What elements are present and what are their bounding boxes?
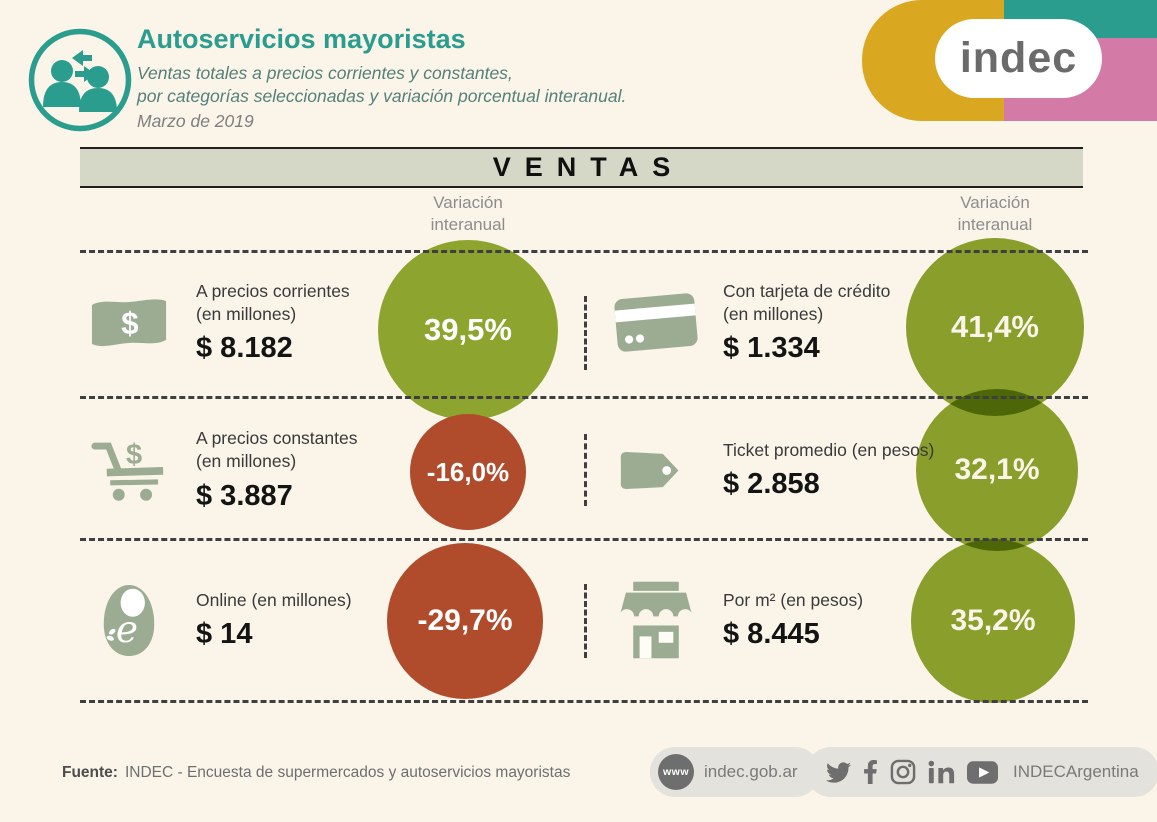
linkedin-icon[interactable] [928, 760, 955, 784]
online-bag-icon: e [88, 582, 170, 659]
shopping-cart-icon: $ [88, 433, 170, 507]
metric-value: $ 3.887 [196, 479, 293, 512]
metric-ticket-promedio: Ticket promedio (en pesos) $ 2.858 [615, 408, 934, 532]
column-divider [584, 434, 587, 506]
credit-card-icon [613, 292, 699, 354]
svg-text:e: e [116, 607, 138, 651]
metric-label: Ticket promedio (en pesos) [723, 439, 935, 460]
source-label: Fuente: [62, 764, 118, 781]
facebook-icon[interactable] [863, 759, 878, 785]
variation-circle-tarjeta-credito: 41,4% [906, 238, 1084, 416]
metric-label: A precios constantes (en millones) [196, 428, 358, 471]
period-label: Marzo de 2019 [137, 111, 254, 132]
subtitle-line1: Ventas totales a precios corrientes y co… [137, 63, 513, 83]
website-pill[interactable]: www indec.gob.ar [650, 747, 820, 797]
metric-label: Por m² (en pesos) [723, 589, 864, 610]
variation-value: -16,0% [426, 456, 510, 487]
row-divider [80, 250, 1088, 253]
variation-header-right: Variación interanual [957, 193, 1033, 235]
youtube-icon[interactable] [967, 760, 998, 784]
column-divider [584, 296, 587, 370]
price-tag-icon [615, 445, 697, 496]
variation-circle-por-m2: 35,2% [911, 539, 1075, 703]
twitter-icon[interactable] [826, 760, 851, 785]
ventas-banner: VENTAS [80, 147, 1083, 188]
variation-header-left: Variación interanual [430, 193, 506, 235]
metric-value: $ 2.858 [723, 468, 820, 501]
variation-value: -29,7% [417, 604, 513, 637]
metric-value: $ 1.334 [723, 332, 820, 365]
social-handle[interactable]: INDECArgentina [1013, 762, 1139, 781]
store-icon [615, 579, 697, 661]
metric-precios-corrientes: $ A precios corrientes (en millones) $ 8… [88, 260, 350, 385]
metric-online: e Online (en millones) $ 14 [88, 558, 352, 682]
subtitle-line2: por categorías seleccionadas y variación… [137, 86, 627, 107]
logo-wordmark: indec [935, 19, 1102, 98]
metric-value: $ 14 [196, 618, 253, 651]
svg-text:$: $ [121, 306, 138, 341]
metric-precios-constantes: $ A precios constantes (en millones) $ 3… [88, 408, 357, 532]
website-url[interactable]: indec.gob.ar [704, 762, 798, 781]
social-pill[interactable]: INDECArgentina [806, 747, 1157, 797]
metric-por-m2: Por m² (en pesos) $ 8.445 [615, 558, 863, 682]
www-icon: www [658, 754, 694, 790]
metric-label: Con tarjeta de crédito (en millones) [723, 280, 891, 324]
banner-title: VENTAS [492, 152, 685, 182]
logo-text: indec [959, 34, 1078, 82]
indec-logo: indec [862, 0, 1157, 121]
column-divider [584, 584, 587, 658]
header: Autoservicios mayoristas Ventas totales … [137, 24, 626, 132]
variation-circle-ticket-promedio: 32,1% [916, 389, 1078, 551]
metric-value: $ 8.182 [196, 332, 293, 365]
people-exchange-icon [27, 27, 133, 133]
variation-circle-online: -29,7% [387, 543, 543, 699]
instagram-icon[interactable] [890, 759, 916, 785]
row-divider [80, 700, 1088, 703]
source-note: Fuente: INDEC - Encuesta de supermercados… [62, 764, 570, 782]
source-text: INDEC - Encuesta de supermercados y auto… [124, 764, 571, 781]
variation-value: 39,5% [424, 312, 512, 347]
variation-value: 32,1% [954, 453, 1040, 486]
metric-label: A precios corrientes (en millones) [196, 280, 350, 324]
money-bill-icon: $ [88, 294, 170, 351]
metric-tarjeta-credito: Con tarjeta de crédito (en millones) $ 1… [613, 260, 891, 385]
row-divider [80, 396, 1088, 399]
metric-value: $ 8.445 [723, 618, 820, 651]
variation-value: 41,4% [951, 309, 1039, 344]
page-title: Autoservicios mayoristas [137, 24, 466, 54]
row-divider [80, 538, 1088, 541]
variation-circle-precios-constantes: -16,0% [410, 414, 526, 530]
variation-value: 35,2% [950, 604, 1036, 637]
svg-text:$: $ [126, 439, 142, 471]
variation-circle-precios-corrientes: 39,5% [378, 240, 558, 420]
metric-label: Online (en millones) [196, 589, 352, 610]
